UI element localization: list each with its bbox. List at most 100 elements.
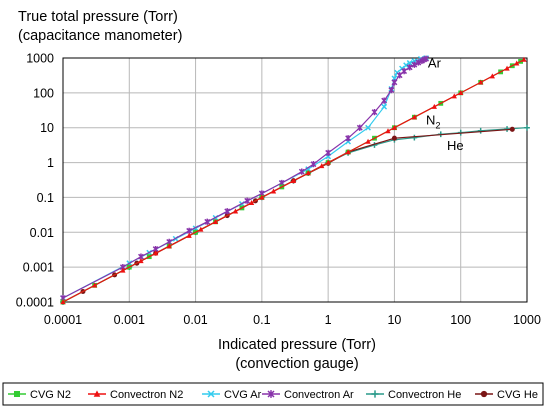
data-point-convectron-n2 — [521, 56, 527, 62]
data-point-convectron-n2 — [259, 194, 265, 200]
data-point-convectron-ar — [356, 124, 363, 131]
data-point-cvg-he — [391, 135, 397, 141]
legend-item-convectron-n2: Convectron N2 — [88, 389, 183, 401]
legend-item-cvg-he: CVG He — [475, 389, 538, 401]
data-point-cvg-ar — [365, 124, 371, 131]
data-point-convectron-n2 — [166, 243, 172, 249]
x-tick-label: 0.001 — [114, 313, 145, 327]
data-point-convectron-n2 — [305, 170, 311, 176]
series-line-convectron-he — [62, 127, 528, 303]
data-point-convectron-n2 — [431, 103, 437, 109]
data-point-convectron-n2 — [385, 128, 391, 134]
data-point-convectron-n2 — [186, 232, 192, 238]
legend-label: Convectron He — [388, 389, 461, 401]
legend-item-convectron-ar: Convectron Ar — [262, 389, 354, 401]
data-point-convectron-ar — [204, 218, 211, 225]
data-point-convectron-ar — [345, 135, 352, 142]
y-tick-label: 100 — [33, 86, 54, 100]
data-point-convectron-n2 — [270, 188, 277, 194]
x-tick-label: 1 — [325, 313, 332, 327]
data-point-convectron-n2 — [451, 93, 457, 99]
y-tick-label: 0.0001 — [16, 296, 54, 310]
series-cvg-ar — [60, 55, 429, 301]
data-point-convectron-n2 — [91, 282, 98, 288]
data-point-convectron-ar — [388, 86, 395, 94]
annotation-ar: Ar — [428, 55, 442, 70]
data-point-convectron-n2 — [212, 218, 219, 224]
data-point-convectron-n2 — [325, 159, 331, 165]
x-axis-title-line2: (convection gauge) — [235, 356, 358, 372]
data-point-convectron-ar — [371, 109, 378, 116]
legend-item-convectron-he: Convectron He — [366, 389, 461, 401]
y-tick-label: 0.1 — [37, 191, 54, 205]
x-tick-label: 100 — [450, 313, 471, 327]
data-point-convectron-n2 — [411, 114, 418, 120]
legend-label: CVG Ar — [224, 389, 262, 401]
y-axis-title-line2: (capacitance manometer) — [18, 28, 182, 44]
y-tick-label: 1000 — [26, 52, 54, 66]
legend-label: CVG N2 — [30, 389, 71, 401]
y-tick-labels: 0.0001 0.001 0.01 0.1 1 10 100 1000 — [16, 52, 54, 310]
x-axis-title-line1: Indicated pressure (Torr) — [218, 337, 376, 353]
legend-label: CVG He — [497, 389, 538, 401]
legend-label: Convectron Ar — [284, 389, 354, 401]
data-point-convectron-n2 — [391, 124, 398, 130]
legend-swatch-marker — [93, 390, 101, 397]
x-tick-label: 1000 — [513, 313, 541, 327]
data-point-convectron-n2 — [290, 177, 297, 183]
data-point-convectron-n2 — [319, 163, 325, 169]
legend-swatch-marker — [207, 390, 215, 398]
data-point-convectron-ar — [411, 61, 418, 68]
y-tick-label: 0.01 — [30, 226, 54, 240]
data-point-convectron-n2 — [489, 73, 495, 79]
legend-swatch-marker — [267, 390, 275, 398]
legend-swatch-marker — [371, 390, 379, 398]
data-point-convectron-n2 — [198, 226, 204, 232]
y-axis-title-line1: True total pressure (Torr) — [18, 9, 178, 25]
annotation-n: N2 — [426, 113, 440, 131]
data-point-convectron-he — [524, 124, 530, 131]
legend-swatch-marker — [14, 391, 20, 397]
data-point-cvg-ar — [406, 60, 413, 66]
plot-grid — [62, 57, 528, 303]
data-point-convectron-n2 — [478, 79, 484, 85]
series-convectron-ar — [60, 55, 429, 302]
series-line-convectron-n2 — [62, 59, 525, 303]
data-point-convectron-n2 — [458, 89, 464, 96]
data-point-cvg-he — [509, 126, 515, 132]
legend-item-cvg-ar: CVG Ar — [202, 389, 262, 401]
data-point-cvg-ar — [381, 103, 388, 110]
data-point-convectron-n2 — [514, 60, 520, 66]
data-point-convectron-he — [477, 127, 484, 134]
y-tick-label: 0.001 — [23, 261, 54, 275]
data-point-convectron-ar — [406, 64, 413, 71]
x-tick-label: 10 — [387, 313, 401, 327]
data-point-convectron-n2 — [365, 138, 371, 144]
series-line-cvg-ar — [62, 57, 427, 299]
y-tick-label: 10 — [40, 121, 54, 135]
data-point-convectron-ar — [401, 68, 408, 75]
data-point-convectron-ar — [391, 79, 398, 86]
series-cvg-he — [60, 126, 515, 305]
data-point-convectron-ar — [415, 59, 422, 66]
data-point-convectron-n2 — [345, 149, 351, 155]
legend-label: Convectron N2 — [110, 389, 183, 401]
annotation-he: He — [447, 138, 464, 153]
legend: CVG N2 Convectron N2 CVG Ar Convectron Ar Co… — [2, 382, 544, 406]
series-line-convectron-ar — [62, 58, 427, 299]
data-point-convectron-ar — [325, 149, 332, 156]
data-point-convectron-n2 — [153, 250, 159, 256]
data-point-convectron-ar — [244, 197, 251, 204]
y-tick-label: 1 — [47, 156, 54, 170]
data-point-convectron-n2 — [138, 258, 144, 264]
data-point-convectron-he — [411, 134, 418, 141]
data-point-convectron-ar — [310, 161, 317, 168]
data-point-convectron-n2 — [120, 267, 126, 273]
data-point-cvg-ar — [403, 62, 410, 69]
data-point-convectron-ar — [396, 72, 403, 79]
x-tick-label: 0.01 — [183, 313, 207, 327]
legend-swatch-marker — [480, 390, 488, 398]
legend-item-cvg-n2: CVG N2 — [8, 389, 71, 401]
x-tick-label: 0.1 — [253, 313, 270, 327]
